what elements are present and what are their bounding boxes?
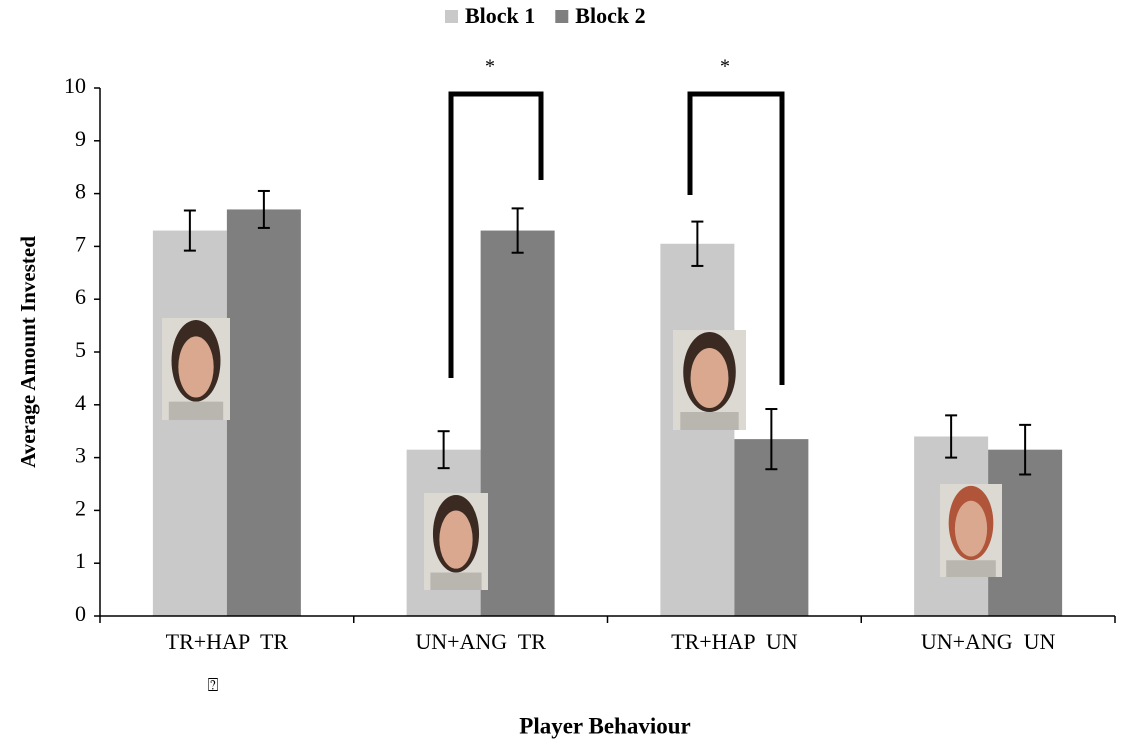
face-photo: [673, 330, 746, 430]
shoulders: [430, 573, 481, 590]
x-tick-label: TR+HAP UN: [671, 629, 798, 654]
shoulders: [946, 560, 996, 577]
bar: [481, 231, 555, 616]
face-photo: [424, 493, 488, 590]
y-axis-title: Average Amount Invested: [16, 236, 40, 468]
face: [955, 501, 987, 557]
missing-glyph: ⍰: [208, 675, 219, 695]
y-tick-label: 2: [75, 495, 86, 520]
x-axis-title: Player Behaviour: [519, 713, 690, 738]
face: [691, 348, 729, 408]
face: [178, 336, 213, 397]
bar: [153, 231, 227, 616]
y-tick-label: 1: [75, 548, 86, 573]
legend-swatch: [445, 10, 458, 23]
significance-mark: *: [485, 56, 495, 78]
significance-mark: *: [720, 56, 730, 78]
y-tick-label: 7: [75, 231, 86, 256]
y-tick-label: 5: [75, 337, 86, 362]
y-tick-label: 3: [75, 443, 86, 468]
shoulders: [680, 412, 738, 430]
y-tick-label: 6: [75, 284, 86, 309]
face-photo: [162, 318, 230, 420]
legend-swatch: [555, 10, 568, 23]
x-tick-label: TR+HAP TR: [166, 629, 289, 654]
legend-label: Block 1: [465, 3, 535, 28]
y-tick-label: 9: [75, 126, 86, 151]
chart: Player Behaviour Average Amount Invested…: [0, 0, 1122, 744]
x-tick-label: UN+ANG UN: [921, 629, 1056, 654]
y-tick-label: 8: [75, 179, 86, 204]
x-tick-label: UN+ANG TR: [415, 629, 546, 654]
y-tick-label: 0: [75, 601, 86, 626]
legend-label: Block 2: [575, 3, 645, 28]
shoulders: [169, 402, 223, 420]
face: [439, 510, 472, 568]
bar: [227, 209, 301, 616]
face-photo: [940, 484, 1002, 577]
y-tick-label: 10: [64, 73, 86, 98]
y-tick-label: 4: [75, 390, 86, 415]
